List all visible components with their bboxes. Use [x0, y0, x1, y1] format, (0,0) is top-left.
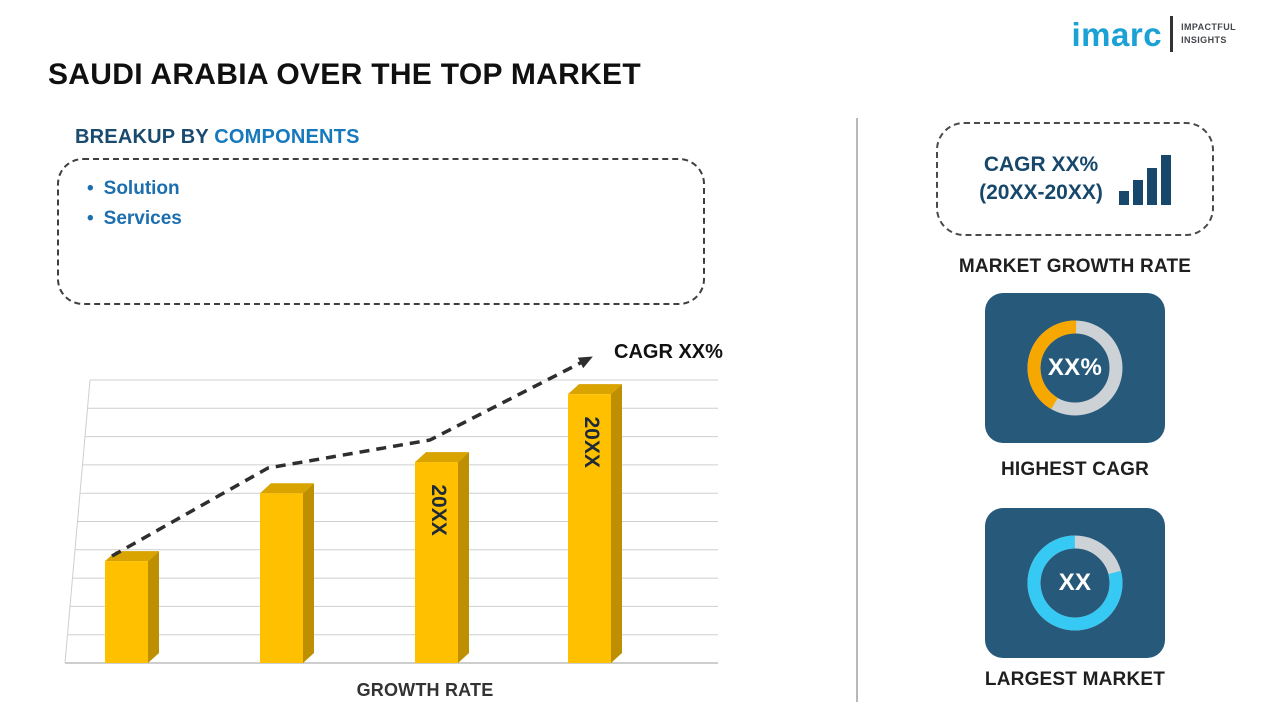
highest-cagr-value: XX%: [1047, 354, 1103, 381]
component-label: Solution: [103, 178, 180, 199]
largest-market-donut: [1027, 535, 1123, 631]
bar-4: [611, 384, 622, 663]
breakup-heading: BREAKUP BY COMPONENTS: [75, 126, 360, 149]
bar-2: [260, 483, 314, 494]
bar-1: [105, 561, 148, 663]
bullet-icon: •: [87, 208, 94, 230]
cagr-box-text: CAGR XX% (20XX-20XX): [979, 151, 1103, 208]
bullet-icon: •: [87, 178, 94, 199]
largest-market-tile: XX: [985, 508, 1165, 658]
bar-3: [458, 452, 469, 663]
trend-arrow: [111, 355, 593, 558]
x-axis-label: GROWTH RATE: [356, 680, 494, 700]
bar-chart-icon: [1118, 153, 1171, 205]
cagr-box-line1: CAGR XX%: [983, 152, 1099, 176]
page-title: SAUDI ARABIA OVER THE TOP MARKET: [48, 58, 641, 91]
highest-cagr-label: HIGHEST CAGR: [1000, 459, 1150, 480]
largest-market-label: LARGEST MARKET: [984, 669, 1166, 690]
bar-1: [148, 551, 159, 663]
bar-chart-icon-bar: [1160, 155, 1171, 205]
breakup-heading-prefix: BREAKUP BY: [75, 126, 215, 148]
bar-chart-icon-bar: [1132, 180, 1143, 205]
bar-year-label: 20XX: [427, 484, 450, 535]
vertical-divider: [856, 118, 858, 702]
bar-3: [415, 452, 469, 463]
logo-tagline: IMPACTFUL INSIGHTS: [1181, 21, 1236, 47]
cagr-annotation: CAGR XX%: [614, 341, 723, 363]
highest-cagr-tile: XX%: [985, 293, 1165, 443]
logo-tagline-line1: IMPACTFUL: [1181, 21, 1236, 32]
cagr-box-line2: (20XX-20XX): [979, 181, 1103, 204]
logo-tagline-line2: INSIGHTS: [1181, 35, 1227, 45]
bar-chart-icon-bar: [1118, 191, 1129, 205]
chart-bars: 20XX 20XX: [105, 384, 622, 663]
growth-bar-chart: 20XX 20XX: [64, 355, 718, 664]
imarc-logo-text: imarc: [1071, 15, 1163, 53]
perspective-edge: [64, 379, 91, 664]
components-box: • Solution • Services: [57, 158, 705, 305]
bar-year-label: 20XX: [580, 416, 603, 467]
list-item: • Solution: [87, 174, 675, 204]
bar-4: [568, 394, 611, 663]
logo-divider-bar: [1170, 16, 1174, 52]
list-item: • Services: [87, 204, 675, 234]
highest-cagr-donut: [1027, 320, 1123, 416]
bar-3: [415, 462, 458, 663]
bar-chart-icon-bar: [1146, 168, 1157, 205]
imarc-logo: imarc IMPACTFUL INSIGHTS: [1072, 16, 1237, 52]
bar-2: [303, 483, 314, 663]
breakup-heading-highlight: COMPONENTS: [214, 126, 360, 148]
bar-4: [568, 384, 622, 395]
market-growth-rate-label: MARKET GROWTH RATE: [958, 256, 1192, 277]
largest-market-value: XX: [1058, 569, 1092, 596]
component-label: Services: [103, 208, 182, 230]
market-growth-rate-box: CAGR XX% (20XX-20XX): [936, 122, 1214, 236]
bar-2: [260, 493, 303, 663]
